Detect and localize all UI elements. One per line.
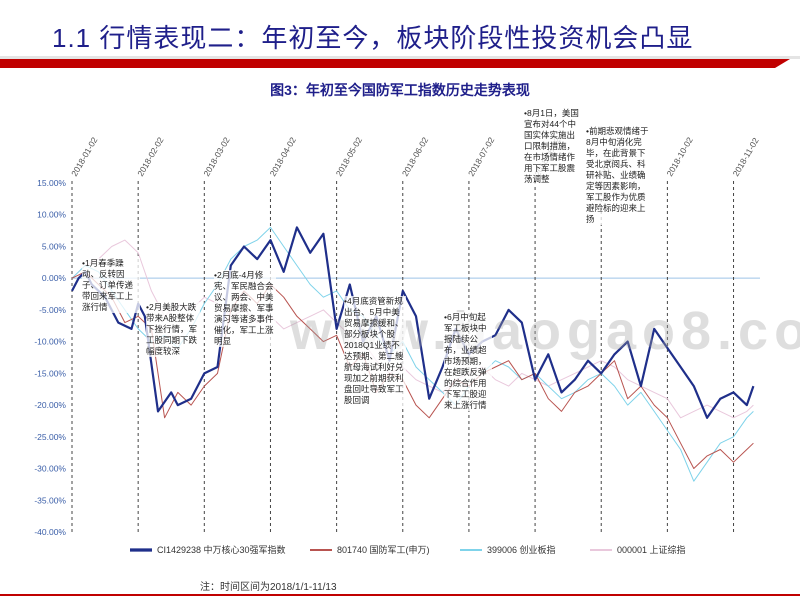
y-tick-label: -25.00% — [34, 432, 66, 442]
bottom-rule — [0, 594, 800, 596]
y-tick-label: 5.00% — [42, 241, 67, 251]
annotation-mar: •2月底-4月修宪、军民融合会议、两会、中美贸易摩擦、军事演习等诸多事件催化，军… — [214, 270, 276, 347]
x-date-label: 2018-10-02 — [664, 135, 695, 178]
y-tick-label: 10.00% — [37, 210, 66, 220]
legend-label: 399006 创业板指 — [487, 544, 556, 555]
legend-label: 000001 上证综指 — [617, 544, 686, 555]
y-tick-label: -20.00% — [34, 400, 66, 410]
x-date-label: 2018-11-02 — [731, 136, 761, 178]
legend-label: 801740 国防军工(申万) — [337, 544, 430, 555]
y-tick-label: -30.00% — [34, 464, 66, 474]
y-tick-label: -40.00% — [34, 527, 66, 537]
y-tick-label: -5.00% — [39, 305, 66, 315]
annotation-jan: •1月春季躁动、反转因子、订单传递带回来军工上涨行情 — [82, 258, 140, 313]
x-date-label: 2018-04-02 — [268, 135, 299, 178]
slide-title: 1.1 行情表现二：年初至今，板块阶段性投资机会凸显 — [52, 23, 694, 53]
footnote: 注：时间区间为2018/1/1-11/13 — [200, 582, 337, 593]
y-tick-label: -15.00% — [34, 368, 66, 378]
y-tick-label: 15.00% — [37, 178, 66, 188]
x-date-label: 2018-06-02 — [400, 135, 431, 178]
y-tick-label: -10.00% — [34, 337, 66, 347]
chart-title: 图3：年初至今国防军工指数历史走势表现 — [270, 82, 530, 98]
x-date-label: 2018-01-02 — [69, 135, 100, 178]
legend-label: CI1429238 中万核心30强军指数 — [157, 544, 286, 555]
annotation-may: •4月底资管新规出台、5月中美贸易摩擦缓和、部分板块个股2018Q1业绩不达预期… — [344, 296, 406, 406]
annotation-aug: •8月1日，美国宣布对44个中国实体实施出口限制措施，在市场情绪作用下军工股震荡… — [524, 108, 580, 185]
line-chart: 15.00% 10.00% 5.00% 0.00% -5.00% -10.00% -15.0… — [34, 135, 761, 555]
y-tick-label: 0.00% — [42, 273, 67, 283]
annotation-jun: •6月中旬起军工板块中报陆续公布，业绩超市场预期，在超跌反弹的综合作用下军工股迎… — [444, 312, 492, 411]
y-tick-label: -35.00% — [34, 495, 66, 505]
x-date-label: 2018-07-02 — [466, 135, 497, 178]
x-date-label: 2018-02-02 — [135, 135, 166, 178]
title-accent-bar — [0, 56, 800, 68]
annotation-sep: •前期悲观情绪于8月中旬消化完毕，在此背景下受北京阅兵、科研补贴、业绩确定等因素… — [586, 126, 650, 225]
x-date-label: 2018-05-02 — [334, 135, 365, 178]
x-date-label: 2018-03-02 — [201, 135, 232, 178]
annotation-feb: •2月美股大跌带来A股整体下挫行情，军工股同期下跌幅度较深 — [146, 302, 200, 357]
